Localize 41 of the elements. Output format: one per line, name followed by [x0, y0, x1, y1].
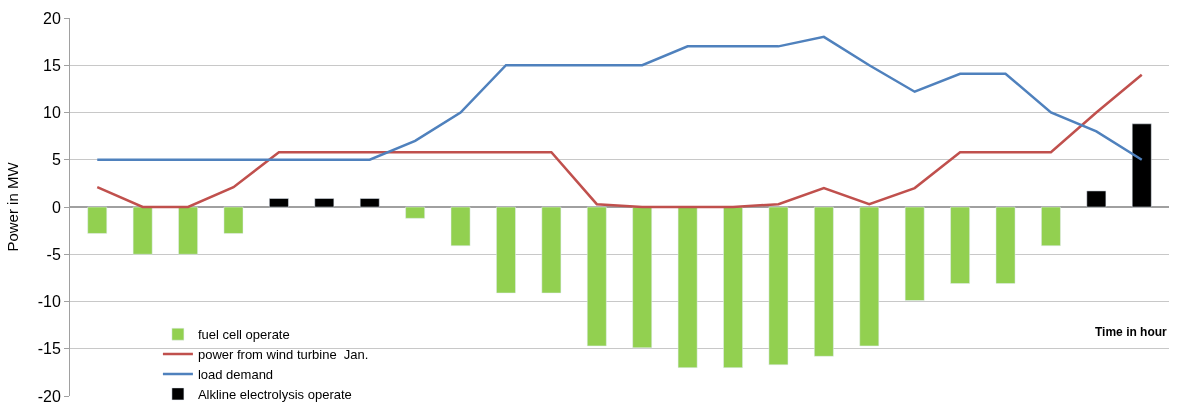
- y-tick-label: 10: [43, 104, 61, 122]
- bar: [1131, 123, 1152, 208]
- bar: [632, 206, 652, 349]
- bar: [541, 206, 562, 294]
- y-tick-label: 5: [51, 151, 61, 169]
- bar: [450, 206, 471, 246]
- y-tick-label: -20: [37, 387, 61, 405]
- x-axis-title: Time in hour: [1095, 325, 1168, 339]
- y-axis-title: Power in MW: [3, 161, 21, 252]
- bar: [1041, 206, 1061, 246]
- legend-label: Alkline electrolysis operate: [197, 386, 352, 402]
- bar: [768, 206, 789, 366]
- bar: [405, 206, 425, 219]
- bar: [87, 206, 108, 234]
- bar: [1086, 190, 1107, 208]
- bar: [496, 206, 516, 294]
- y-tick-label: 20: [43, 9, 61, 27]
- bar: [223, 206, 244, 234]
- bar: [269, 198, 289, 208]
- bar: [314, 198, 335, 208]
- y-tick-label: -15: [37, 340, 61, 358]
- bar: [950, 206, 970, 284]
- bar: [814, 206, 834, 357]
- line-series: [96, 35, 1143, 161]
- bar: [132, 206, 153, 255]
- legend-label: load demand: [197, 367, 274, 383]
- y-tick-label: -5: [46, 245, 61, 263]
- bar: [178, 206, 198, 255]
- bar: [859, 206, 880, 347]
- bar: [723, 206, 743, 368]
- bar: [359, 198, 380, 208]
- bar: [587, 206, 607, 347]
- legend-label: power from wind turbine Jan.: [197, 347, 369, 363]
- y-tick-label: -10: [37, 293, 61, 311]
- legend-label: fuel cell operate: [197, 327, 290, 343]
- y-tick-label: 0: [51, 198, 61, 216]
- line-series: [96, 73, 1143, 209]
- bar: [677, 206, 698, 368]
- bar: [995, 206, 1016, 284]
- bar: [904, 206, 925, 301]
- y-tick-label: 15: [43, 56, 61, 74]
